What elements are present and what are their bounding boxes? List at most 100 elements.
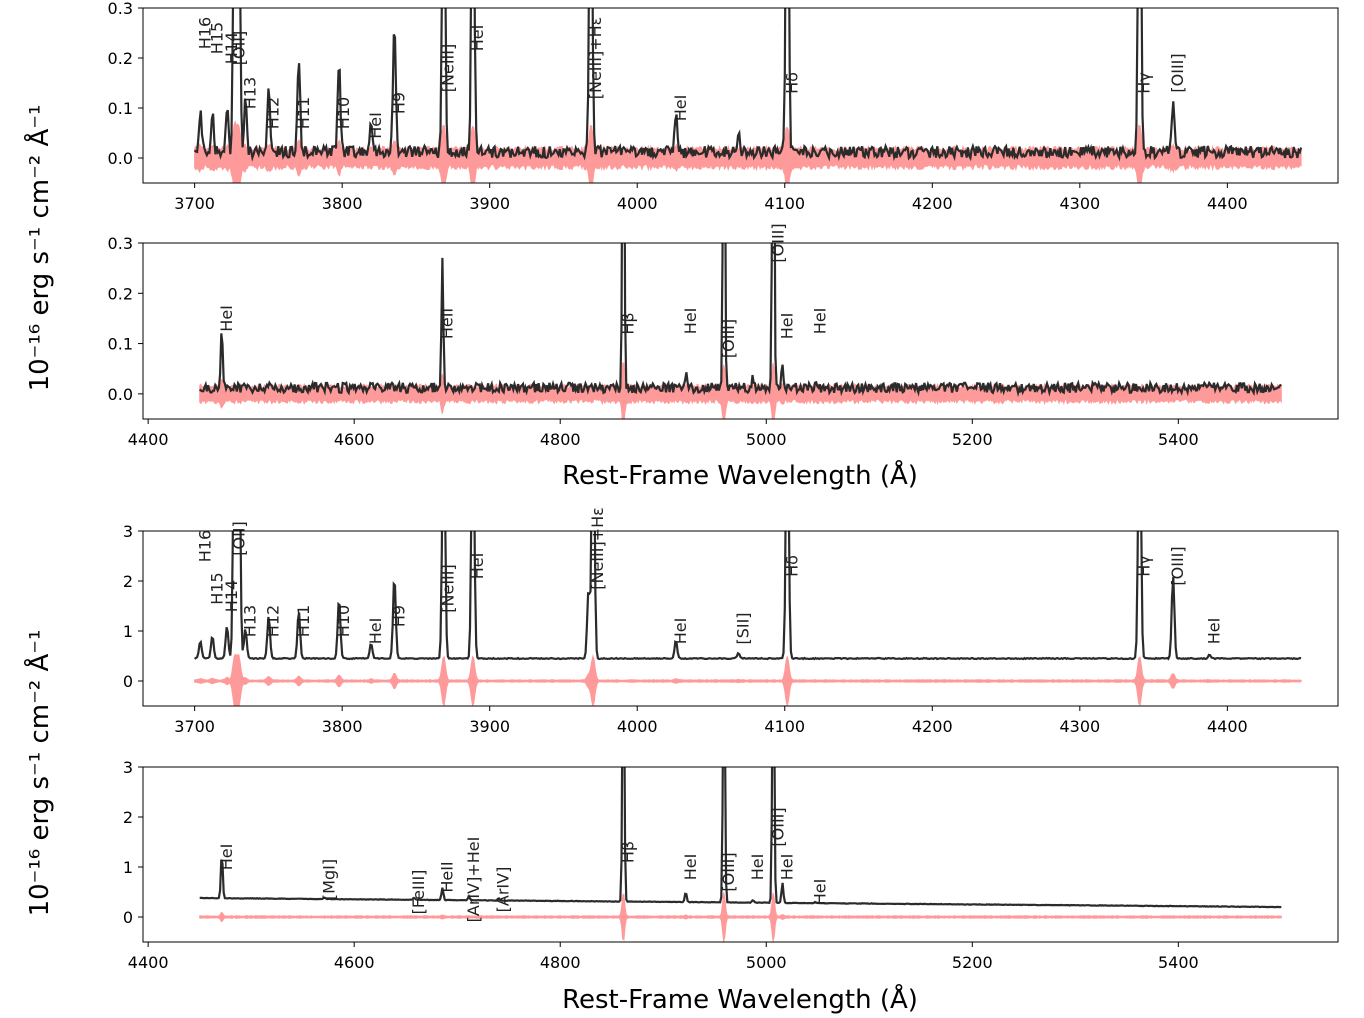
axes-frame xyxy=(142,242,1339,420)
line-label: [OIII] xyxy=(768,807,787,846)
panel-4: 4400 4600 4800 5000 5200 5400 0 1 2 3 HeI [MgI] [FeI… xyxy=(123,758,1339,972)
line-label: Hδ xyxy=(782,72,801,94)
line-label: [NeIII]+Hε xyxy=(588,507,607,590)
line-label: H10 xyxy=(334,605,353,637)
error-band xyxy=(199,892,1282,942)
y-tick-label: 0.3 xyxy=(108,0,133,18)
line-label: HeII xyxy=(438,861,457,892)
line-label: H14 xyxy=(222,580,241,612)
line-label: H9 xyxy=(389,605,408,627)
line-label: [NeIII] xyxy=(439,564,458,612)
line-label: [NeIII]+Hε xyxy=(586,17,605,100)
x-tick-label: 4800 xyxy=(540,430,581,449)
axes-frame xyxy=(142,7,1339,184)
x-tick-label: 4000 xyxy=(617,717,658,736)
x-tick-label: 3800 xyxy=(322,717,363,736)
line-label: H15 xyxy=(207,572,226,604)
xlabel-top: Rest-Frame Wavelength (Å) xyxy=(562,459,918,491)
line-label: HeI xyxy=(468,553,487,580)
y-tick-label: 0.1 xyxy=(108,335,133,354)
x-tick-label: 5400 xyxy=(1158,953,1199,972)
line-label: H11 xyxy=(294,97,313,129)
y-tick-label: 0.3 xyxy=(108,234,133,253)
x-tick-label: 3700 xyxy=(174,717,215,736)
x-tick-label: 4200 xyxy=(912,194,953,213)
line-label: [ArIV]+HeI xyxy=(464,837,483,923)
axes-frame xyxy=(142,530,1339,707)
line-label: [OIII] xyxy=(768,223,787,262)
line-label: Hβ xyxy=(618,312,637,334)
line-label: Hδ xyxy=(782,555,801,577)
x-tick-label: 5200 xyxy=(952,953,993,972)
line-label: [OIII] xyxy=(719,852,738,891)
panel-3: 3700 3800 3900 4000 4100 4200 4300 4400 0 1 2 3 H16 H… xyxy=(123,507,1339,736)
spectrum-line xyxy=(198,243,1282,398)
x-tick-label: 4100 xyxy=(764,194,805,213)
line-label: H12 xyxy=(264,605,283,637)
line-label: Hβ xyxy=(618,841,637,863)
line-label: H11 xyxy=(294,605,313,637)
x-tick-label: 5200 xyxy=(952,430,993,449)
line-label: HeI xyxy=(217,844,236,871)
ylabel-bottom: 10⁻¹⁶ erg s⁻¹ cm⁻² Å⁻¹ xyxy=(23,630,55,917)
plot-area xyxy=(193,8,1303,183)
error-band xyxy=(199,362,1282,419)
line-label: H14 xyxy=(222,32,241,64)
line-label: [ArIV] xyxy=(494,867,513,913)
x-tick-label: 4600 xyxy=(334,430,375,449)
line-label: [OIII] xyxy=(1168,53,1187,92)
line-label: HeI xyxy=(810,879,829,906)
y-tick-label: 0.0 xyxy=(108,385,133,404)
line-label: [OII] xyxy=(230,521,249,556)
ylabel-top: 10⁻¹⁶ erg s⁻¹ cm⁻² Å⁻¹ xyxy=(23,105,55,392)
line-label: HeI xyxy=(671,95,690,122)
x-tick-label: 5000 xyxy=(746,430,787,449)
line-label: HeI xyxy=(681,854,700,881)
line-label: H16 xyxy=(195,17,214,49)
x-tick-label: 4600 xyxy=(334,953,375,972)
line-label: H15 xyxy=(207,22,226,54)
y-tick-label: 1 xyxy=(123,622,133,641)
line-label: [OII] xyxy=(230,31,249,66)
panel-1: 3700 3800 3900 4000 4100 4200 4300 4400 0.0 0.1 0.… xyxy=(108,0,1339,213)
x-tick-label: 3900 xyxy=(469,194,510,213)
x-tick-label: 4100 xyxy=(764,717,805,736)
line-label: [OIII] xyxy=(719,319,738,358)
line-label: HeI xyxy=(1205,618,1224,645)
x-tick-label: 4400 xyxy=(1207,194,1248,213)
y-tick-label: 3 xyxy=(123,522,133,541)
line-label: HeI xyxy=(777,313,796,340)
plot-area xyxy=(193,531,1302,706)
line-label: [OIII] xyxy=(1168,546,1187,585)
y-tick-label: 0.2 xyxy=(108,49,133,68)
y-tick-label: 3 xyxy=(123,758,133,777)
spectrum-line xyxy=(199,767,1282,909)
line-label: HeI xyxy=(217,305,236,332)
line-label: [MgI] xyxy=(319,859,338,900)
error-band xyxy=(194,653,1302,706)
line-label: Hγ xyxy=(1135,72,1154,94)
x-tick-label: 5000 xyxy=(746,953,787,972)
line-label: H10 xyxy=(334,97,353,129)
x-tick-label: 4400 xyxy=(1207,717,1248,736)
line-label: HeI xyxy=(671,618,690,645)
y-tick-label: 2 xyxy=(123,572,133,591)
x-tick-label: 3800 xyxy=(322,194,363,213)
line-label: [NeIII] xyxy=(439,44,458,92)
y-tick-label: 0.1 xyxy=(108,99,133,118)
x-tick-label: 4800 xyxy=(540,953,581,972)
line-label: HeI xyxy=(366,618,385,645)
x-tick-label: 3700 xyxy=(174,194,215,213)
x-tick-label: 4400 xyxy=(128,430,169,449)
line-label: H12 xyxy=(264,97,283,129)
xlabel-bottom: Rest-Frame Wavelength (Å) xyxy=(562,983,918,1015)
x-tick-label: 4200 xyxy=(912,717,953,736)
spectrum-line xyxy=(193,8,1303,162)
y-tick-label: 2 xyxy=(123,808,133,827)
line-label: Hγ xyxy=(1135,555,1154,577)
line-label: H16 xyxy=(195,530,214,562)
line-label: [SII] xyxy=(733,612,752,644)
line-label: HeI xyxy=(681,308,700,335)
line-label: H13 xyxy=(240,605,259,637)
